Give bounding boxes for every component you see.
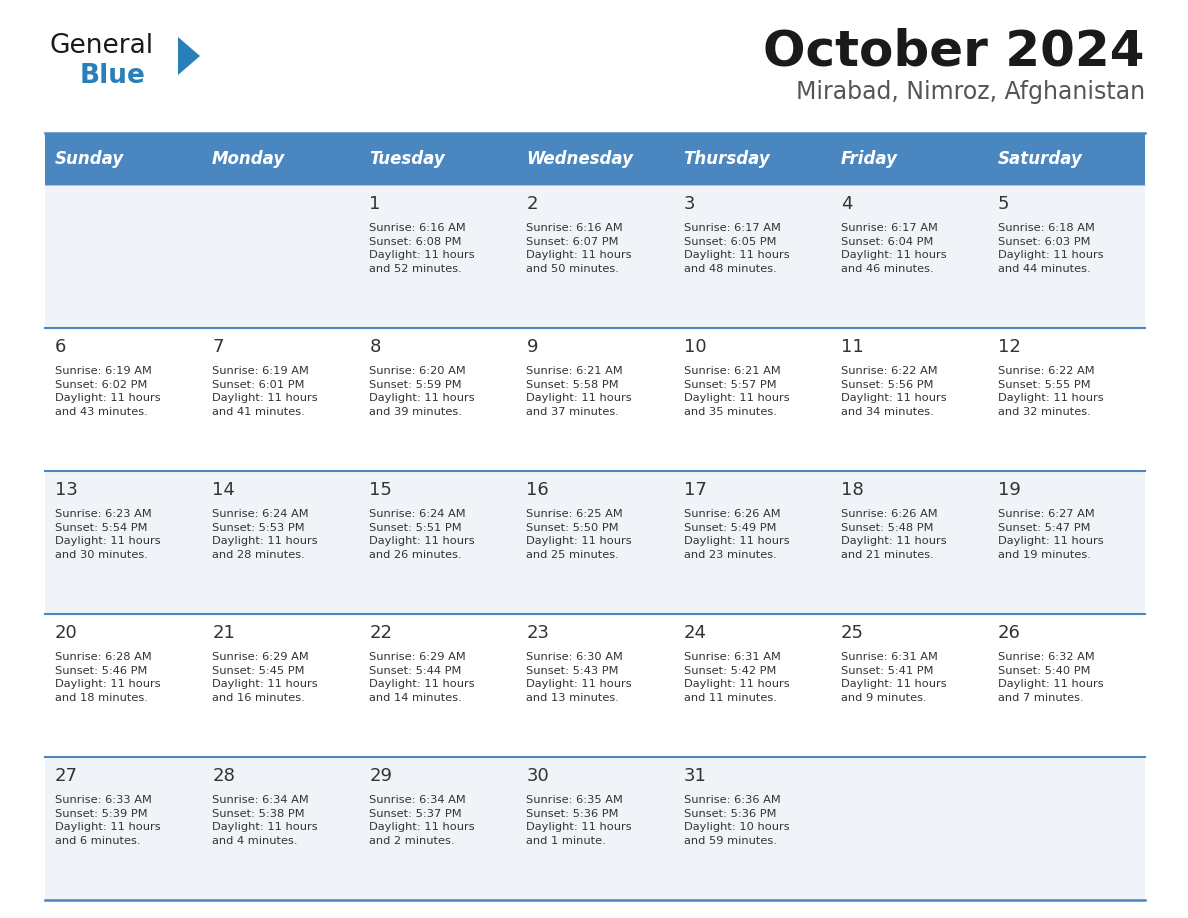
Text: Sunrise: 6:16 AM
Sunset: 6:08 PM
Daylight: 11 hours
and 52 minutes.: Sunrise: 6:16 AM Sunset: 6:08 PM Dayligh…	[369, 223, 475, 274]
Text: 27: 27	[55, 767, 78, 785]
Text: 8: 8	[369, 338, 380, 356]
Text: Sunrise: 6:26 AM
Sunset: 5:49 PM
Daylight: 11 hours
and 23 minutes.: Sunrise: 6:26 AM Sunset: 5:49 PM Dayligh…	[683, 509, 789, 560]
Text: Wednesday: Wednesday	[526, 150, 633, 168]
Text: Sunrise: 6:16 AM
Sunset: 6:07 PM
Daylight: 11 hours
and 50 minutes.: Sunrise: 6:16 AM Sunset: 6:07 PM Dayligh…	[526, 223, 632, 274]
Text: 11: 11	[841, 338, 864, 356]
Text: Sunrise: 6:24 AM
Sunset: 5:51 PM
Daylight: 11 hours
and 26 minutes.: Sunrise: 6:24 AM Sunset: 5:51 PM Dayligh…	[369, 509, 475, 560]
Text: 6: 6	[55, 338, 67, 356]
Text: Mirabad, Nimroz, Afghanistan: Mirabad, Nimroz, Afghanistan	[796, 80, 1145, 104]
Text: Sunrise: 6:22 AM
Sunset: 5:56 PM
Daylight: 11 hours
and 34 minutes.: Sunrise: 6:22 AM Sunset: 5:56 PM Dayligh…	[841, 366, 947, 417]
Text: 21: 21	[213, 624, 235, 642]
Text: 31: 31	[683, 767, 707, 785]
Text: Sunrise: 6:32 AM
Sunset: 5:40 PM
Daylight: 11 hours
and 7 minutes.: Sunrise: 6:32 AM Sunset: 5:40 PM Dayligh…	[998, 652, 1104, 703]
Text: Sunrise: 6:22 AM
Sunset: 5:55 PM
Daylight: 11 hours
and 32 minutes.: Sunrise: 6:22 AM Sunset: 5:55 PM Dayligh…	[998, 366, 1104, 417]
Text: Sunrise: 6:23 AM
Sunset: 5:54 PM
Daylight: 11 hours
and 30 minutes.: Sunrise: 6:23 AM Sunset: 5:54 PM Dayligh…	[55, 509, 160, 560]
Text: Sunrise: 6:24 AM
Sunset: 5:53 PM
Daylight: 11 hours
and 28 minutes.: Sunrise: 6:24 AM Sunset: 5:53 PM Dayligh…	[213, 509, 317, 560]
Text: 12: 12	[998, 338, 1020, 356]
Text: 16: 16	[526, 481, 549, 499]
Text: Monday: Monday	[213, 150, 285, 168]
Text: 14: 14	[213, 481, 235, 499]
Text: 23: 23	[526, 624, 549, 642]
Text: 15: 15	[369, 481, 392, 499]
Text: 13: 13	[55, 481, 78, 499]
Text: Sunrise: 6:34 AM
Sunset: 5:38 PM
Daylight: 11 hours
and 4 minutes.: Sunrise: 6:34 AM Sunset: 5:38 PM Dayligh…	[213, 795, 317, 845]
Text: Blue: Blue	[80, 63, 146, 89]
Bar	[45, 328, 1145, 471]
Text: 25: 25	[841, 624, 864, 642]
Bar	[45, 133, 1145, 185]
Text: Sunrise: 6:19 AM
Sunset: 6:02 PM
Daylight: 11 hours
and 43 minutes.: Sunrise: 6:19 AM Sunset: 6:02 PM Dayligh…	[55, 366, 160, 417]
Bar	[45, 757, 1145, 900]
Text: 9: 9	[526, 338, 538, 356]
Text: 30: 30	[526, 767, 549, 785]
Text: Thursday: Thursday	[683, 150, 770, 168]
Text: Sunrise: 6:36 AM
Sunset: 5:36 PM
Daylight: 10 hours
and 59 minutes.: Sunrise: 6:36 AM Sunset: 5:36 PM Dayligh…	[683, 795, 789, 845]
Text: Tuesday: Tuesday	[369, 150, 446, 168]
Text: Sunrise: 6:31 AM
Sunset: 5:42 PM
Daylight: 11 hours
and 11 minutes.: Sunrise: 6:31 AM Sunset: 5:42 PM Dayligh…	[683, 652, 789, 703]
Bar	[45, 614, 1145, 757]
Text: 5: 5	[998, 195, 1010, 213]
Text: Friday: Friday	[841, 150, 898, 168]
Bar	[45, 185, 1145, 328]
Text: Sunrise: 6:19 AM
Sunset: 6:01 PM
Daylight: 11 hours
and 41 minutes.: Sunrise: 6:19 AM Sunset: 6:01 PM Dayligh…	[213, 366, 317, 417]
Text: 26: 26	[998, 624, 1020, 642]
Text: 24: 24	[683, 624, 707, 642]
Text: Sunrise: 6:29 AM
Sunset: 5:44 PM
Daylight: 11 hours
and 14 minutes.: Sunrise: 6:29 AM Sunset: 5:44 PM Dayligh…	[369, 652, 475, 703]
Text: 7: 7	[213, 338, 223, 356]
Bar	[45, 471, 1145, 614]
Text: Sunday: Sunday	[55, 150, 125, 168]
Text: 10: 10	[683, 338, 706, 356]
Text: Sunrise: 6:21 AM
Sunset: 5:58 PM
Daylight: 11 hours
and 37 minutes.: Sunrise: 6:21 AM Sunset: 5:58 PM Dayligh…	[526, 366, 632, 417]
Text: Sunrise: 6:17 AM
Sunset: 6:05 PM
Daylight: 11 hours
and 48 minutes.: Sunrise: 6:17 AM Sunset: 6:05 PM Dayligh…	[683, 223, 789, 274]
Text: 18: 18	[841, 481, 864, 499]
Text: Sunrise: 6:26 AM
Sunset: 5:48 PM
Daylight: 11 hours
and 21 minutes.: Sunrise: 6:26 AM Sunset: 5:48 PM Dayligh…	[841, 509, 947, 560]
Text: Sunrise: 6:31 AM
Sunset: 5:41 PM
Daylight: 11 hours
and 9 minutes.: Sunrise: 6:31 AM Sunset: 5:41 PM Dayligh…	[841, 652, 947, 703]
Text: 19: 19	[998, 481, 1020, 499]
Text: 4: 4	[841, 195, 852, 213]
Text: Sunrise: 6:28 AM
Sunset: 5:46 PM
Daylight: 11 hours
and 18 minutes.: Sunrise: 6:28 AM Sunset: 5:46 PM Dayligh…	[55, 652, 160, 703]
Text: Sunrise: 6:27 AM
Sunset: 5:47 PM
Daylight: 11 hours
and 19 minutes.: Sunrise: 6:27 AM Sunset: 5:47 PM Dayligh…	[998, 509, 1104, 560]
Text: Sunrise: 6:25 AM
Sunset: 5:50 PM
Daylight: 11 hours
and 25 minutes.: Sunrise: 6:25 AM Sunset: 5:50 PM Dayligh…	[526, 509, 632, 560]
Text: Sunrise: 6:18 AM
Sunset: 6:03 PM
Daylight: 11 hours
and 44 minutes.: Sunrise: 6:18 AM Sunset: 6:03 PM Dayligh…	[998, 223, 1104, 274]
Text: Sunrise: 6:17 AM
Sunset: 6:04 PM
Daylight: 11 hours
and 46 minutes.: Sunrise: 6:17 AM Sunset: 6:04 PM Dayligh…	[841, 223, 947, 274]
Text: Sunrise: 6:33 AM
Sunset: 5:39 PM
Daylight: 11 hours
and 6 minutes.: Sunrise: 6:33 AM Sunset: 5:39 PM Dayligh…	[55, 795, 160, 845]
Text: October 2024: October 2024	[764, 28, 1145, 76]
Text: 28: 28	[213, 767, 235, 785]
Text: 1: 1	[369, 195, 380, 213]
Text: Sunrise: 6:34 AM
Sunset: 5:37 PM
Daylight: 11 hours
and 2 minutes.: Sunrise: 6:34 AM Sunset: 5:37 PM Dayligh…	[369, 795, 475, 845]
Text: 17: 17	[683, 481, 707, 499]
Text: Sunrise: 6:30 AM
Sunset: 5:43 PM
Daylight: 11 hours
and 13 minutes.: Sunrise: 6:30 AM Sunset: 5:43 PM Dayligh…	[526, 652, 632, 703]
Text: General: General	[50, 33, 154, 59]
Text: 29: 29	[369, 767, 392, 785]
Text: Sunrise: 6:21 AM
Sunset: 5:57 PM
Daylight: 11 hours
and 35 minutes.: Sunrise: 6:21 AM Sunset: 5:57 PM Dayligh…	[683, 366, 789, 417]
Text: 3: 3	[683, 195, 695, 213]
Text: Sunrise: 6:29 AM
Sunset: 5:45 PM
Daylight: 11 hours
and 16 minutes.: Sunrise: 6:29 AM Sunset: 5:45 PM Dayligh…	[213, 652, 317, 703]
Text: Saturday: Saturday	[998, 150, 1082, 168]
Text: 22: 22	[369, 624, 392, 642]
Text: Sunrise: 6:35 AM
Sunset: 5:36 PM
Daylight: 11 hours
and 1 minute.: Sunrise: 6:35 AM Sunset: 5:36 PM Dayligh…	[526, 795, 632, 845]
Text: 2: 2	[526, 195, 538, 213]
Polygon shape	[178, 37, 200, 75]
Text: Sunrise: 6:20 AM
Sunset: 5:59 PM
Daylight: 11 hours
and 39 minutes.: Sunrise: 6:20 AM Sunset: 5:59 PM Dayligh…	[369, 366, 475, 417]
Text: 20: 20	[55, 624, 77, 642]
